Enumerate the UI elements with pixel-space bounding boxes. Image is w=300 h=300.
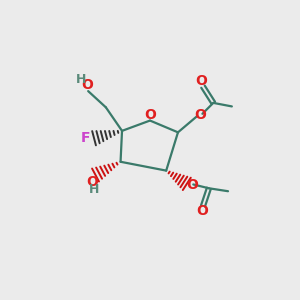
Text: H: H [88,183,99,196]
Text: O: O [195,108,207,122]
Text: O: O [186,178,198,192]
Text: O: O [144,108,156,122]
Text: H: H [76,73,86,86]
Text: O: O [196,74,208,88]
Text: F: F [81,130,91,145]
Text: O: O [81,78,93,92]
Text: O: O [196,204,208,218]
Text: O: O [87,175,98,188]
